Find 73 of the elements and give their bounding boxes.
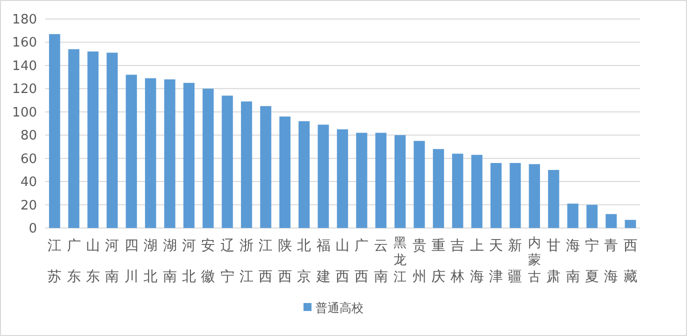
y-tick-label: 60 [20,152,37,167]
x-tick-label: 陕西 [278,238,292,285]
x-tick-label: 江苏 [48,238,62,285]
bar [432,149,444,228]
x-tick-label: 黑龙江 [394,236,407,285]
bar [202,88,214,228]
x-tick-label: 北京 [297,238,312,285]
y-tick-label: 40 [20,175,37,190]
x-tick-label: 辽宁 [220,238,234,285]
bar [68,49,80,228]
x-tick-label: 云南 [374,238,388,285]
x-tick-label: 江西 [258,238,273,285]
bar [414,140,425,228]
x-tick-label: 新疆 [508,238,522,285]
y-tick-label: 80 [20,128,37,144]
bar [394,135,406,228]
bar [298,121,310,228]
x-tick-label: 上海 [470,238,484,285]
x-tick-label: 甘肃 [546,238,561,285]
bar [222,96,233,228]
bar [606,214,617,228]
y-tick-label: 120 [12,82,37,98]
x-tick-label: 山东 [86,238,100,285]
y-tick-label: 0 [28,222,37,236]
x-tick-label: 山西 [336,238,350,285]
bar [356,132,368,228]
bar [452,154,464,228]
bar [471,154,482,228]
bar [49,34,60,228]
bar [87,52,99,228]
bar [318,124,329,228]
x-tick-label: 福建 [315,238,330,285]
bar [528,164,540,228]
bar [375,132,386,228]
legend-label: 普通高校 [316,301,364,315]
bar [183,82,195,228]
x-tick-label: 贵州 [412,238,426,285]
x-tick-label: 天津 [489,238,504,285]
x-tick-label: 重庆 [431,238,446,285]
x-tick-label: 湖南 [162,238,177,285]
bar [145,78,156,228]
bar [510,162,521,228]
y-tick-label: 140 [12,58,37,74]
bar [260,106,272,228]
x-tick-label: 湖北 [144,238,158,285]
x-tick-label: 吉林 [450,238,465,285]
bar [106,52,118,228]
bar [164,79,176,228]
bar [336,129,348,228]
x-tick-label: 青海 [604,238,618,285]
bar [126,74,137,228]
bar [240,101,252,228]
x-tick-label: 内蒙古 [528,236,541,285]
x-tick-label: 河北 [182,238,196,285]
y-tick-label: 100 [12,105,37,120]
x-tick-label: 河南 [105,238,120,285]
bar [586,204,598,228]
x-tick-label: 广西 [354,238,369,285]
bar [279,116,290,228]
x-tick-label: 海南 [566,238,580,285]
y-tick-label: 180 [12,12,37,28]
x-tick-label: 四川 [124,238,138,285]
x-tick-label: 安徽 [201,238,216,285]
y-tick-label: 20 [20,198,37,214]
x-tick-label: 宁夏 [585,238,600,285]
y-tick-label: 160 [12,36,37,51]
x-tick-label: 西藏 [623,238,638,285]
bar [490,162,502,228]
bar [567,204,578,228]
x-tick-label: 广东 [66,238,81,285]
bar [624,220,636,228]
x-tick-label: 浙江 [240,238,254,285]
bar [548,170,560,228]
